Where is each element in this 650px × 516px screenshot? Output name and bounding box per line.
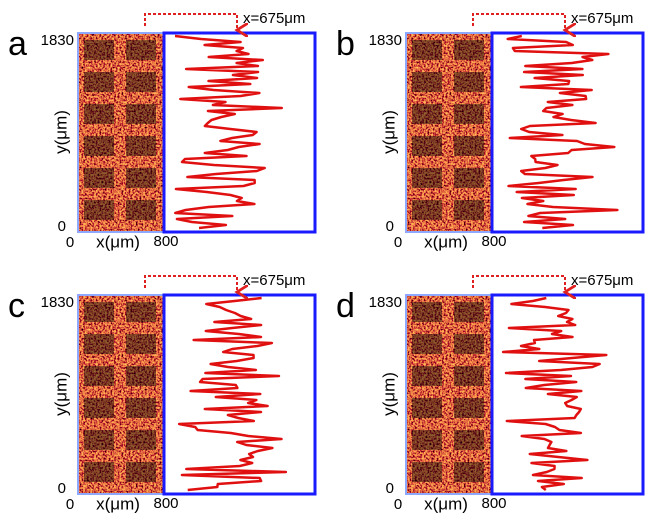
panel: a 1830 0 y(μm) 0 x(μm) 800 x=675μm	[8, 10, 317, 251]
image-feature	[412, 398, 442, 418]
image-feature	[412, 104, 442, 124]
image-feature	[84, 302, 114, 322]
image-feature	[454, 334, 484, 354]
profile-line	[506, 34, 619, 230]
image-feature	[126, 40, 156, 60]
x-max-label: 800	[481, 233, 506, 250]
y-min-label: 0	[386, 218, 394, 235]
image-feature	[84, 136, 114, 156]
image-feature	[412, 430, 442, 450]
image-noise	[406, 295, 492, 494]
marker-label: x=675μm	[243, 272, 305, 289]
profile-line	[501, 296, 608, 491]
y-min-label: 0	[58, 480, 66, 497]
marker-label: x=675μm	[243, 10, 305, 27]
image-feature	[84, 398, 114, 418]
image-feature	[454, 168, 484, 188]
image-feature	[126, 168, 156, 188]
image-feature	[454, 430, 484, 450]
x-max-label: 800	[481, 495, 506, 512]
x-axis-label: x(μm)	[96, 232, 140, 251]
image-feature	[412, 302, 442, 322]
y-axis-label: y(μm)	[51, 372, 70, 416]
image-feature	[126, 430, 156, 450]
image-feature	[412, 168, 442, 188]
image-feature	[126, 200, 156, 220]
image-feature	[412, 366, 442, 386]
image-feature	[126, 462, 156, 482]
marker-label: x=675μm	[571, 272, 633, 289]
profile-line	[174, 34, 284, 230]
y-max-label: 1830	[369, 294, 402, 311]
image-feature	[126, 136, 156, 156]
image-feature	[454, 398, 484, 418]
panel-label: d	[336, 287, 355, 325]
y-max-label: 1830	[369, 32, 402, 49]
image-feature	[126, 104, 156, 124]
image-feature	[412, 40, 442, 60]
panel-label: a	[8, 25, 27, 63]
image-feature	[412, 462, 442, 482]
panel-label: c	[8, 287, 25, 325]
image-feature	[454, 40, 484, 60]
x-min-label: 0	[66, 496, 74, 513]
image-feature	[126, 302, 156, 322]
image-feature	[412, 334, 442, 354]
x-max-label: 800	[153, 495, 178, 512]
y-max-label: 1830	[41, 32, 74, 49]
panel: c 1830 0 y(μm) 0 x(μm) 800 x=675μm	[8, 272, 317, 513]
image-feature	[84, 168, 114, 188]
x-min-label: 0	[66, 234, 74, 251]
y-max-label: 1830	[41, 294, 74, 311]
image-feature	[84, 462, 114, 482]
image-feature	[84, 200, 114, 220]
image-noise	[78, 33, 164, 232]
image-feature	[84, 72, 114, 92]
x-axis-label: x(μm)	[96, 494, 140, 513]
image-feature	[454, 366, 484, 386]
marker-label: x=675μm	[571, 10, 633, 27]
x-max-label: 800	[153, 233, 178, 250]
image-feature	[126, 72, 156, 92]
x-min-label: 0	[394, 496, 402, 513]
y-axis-label: y(μm)	[379, 372, 398, 416]
image-feature	[454, 200, 484, 220]
image-feature	[126, 334, 156, 354]
image-feature	[84, 430, 114, 450]
image-feature	[84, 104, 114, 124]
x-axis-label: x(μm)	[424, 494, 468, 513]
marker-arrow	[144, 13, 237, 30]
image-noise	[78, 295, 164, 494]
image-feature	[454, 104, 484, 124]
x-axis-label: x(μm)	[424, 232, 468, 251]
image-feature	[84, 334, 114, 354]
y-axis-label: y(μm)	[51, 110, 70, 154]
image-noise	[406, 33, 492, 232]
x-min-label: 0	[394, 234, 402, 251]
panel: d 1830 0 y(μm) 0 x(μm) 800 x=675μm	[336, 272, 645, 513]
marker-arrow	[144, 275, 237, 292]
image-feature	[412, 136, 442, 156]
marker-arrow	[472, 13, 565, 30]
image-feature	[412, 200, 442, 220]
profile-line	[177, 296, 288, 492]
image-feature	[454, 72, 484, 92]
image-feature	[454, 462, 484, 482]
image-feature	[126, 398, 156, 418]
image-feature	[454, 136, 484, 156]
y-min-label: 0	[58, 218, 66, 235]
image-feature	[126, 366, 156, 386]
marker-arrow	[472, 275, 565, 292]
image-feature	[454, 302, 484, 322]
y-axis-label: y(μm)	[379, 110, 398, 154]
image-feature	[84, 40, 114, 60]
image-feature	[84, 366, 114, 386]
panel-label: b	[336, 25, 355, 63]
y-min-label: 0	[386, 480, 394, 497]
panel: b 1830 0 y(μm) 0 x(μm) 800 x=675μm	[336, 10, 645, 251]
image-feature	[412, 72, 442, 92]
